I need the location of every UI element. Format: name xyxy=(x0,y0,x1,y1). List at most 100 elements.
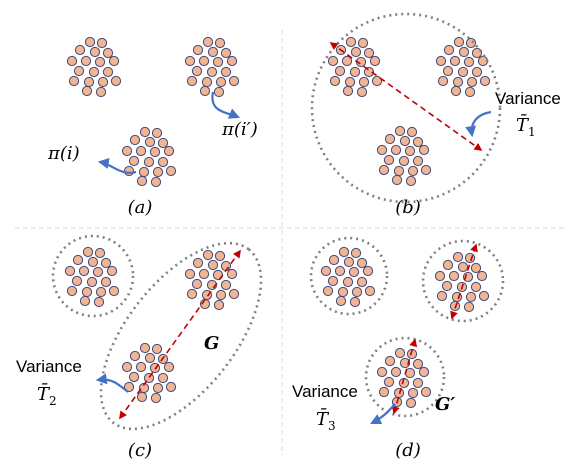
data-point xyxy=(364,285,376,297)
cluster-a3 xyxy=(121,126,177,188)
data-point xyxy=(441,280,453,292)
data-point xyxy=(405,175,417,187)
data-point xyxy=(418,144,430,156)
cluster-circle-d1 xyxy=(309,236,389,316)
data-point xyxy=(449,55,461,67)
data-point xyxy=(463,301,475,313)
data-point xyxy=(334,65,346,77)
data-point xyxy=(138,166,150,178)
data-point xyxy=(327,55,339,67)
data-point xyxy=(479,75,491,87)
data-point xyxy=(94,247,106,259)
variance-pointer-1 xyxy=(465,110,492,138)
data-point xyxy=(390,366,402,378)
data-point xyxy=(143,156,155,168)
data-point xyxy=(78,265,90,277)
data-point xyxy=(471,47,483,59)
data-point xyxy=(192,44,204,56)
data-point xyxy=(407,165,419,177)
data-point xyxy=(383,154,395,166)
data-point xyxy=(66,55,78,67)
data-point xyxy=(123,165,135,177)
data-point xyxy=(384,133,396,145)
data-point xyxy=(363,47,375,59)
data-point xyxy=(471,66,483,78)
data-point xyxy=(82,246,94,258)
data-point xyxy=(93,296,105,308)
data-point xyxy=(191,278,203,290)
cluster-c2 xyxy=(184,249,240,311)
data-point xyxy=(139,342,151,354)
data-point xyxy=(198,268,210,280)
data-point xyxy=(458,46,470,58)
data-point xyxy=(349,66,361,78)
data-point xyxy=(337,286,349,298)
data-point xyxy=(404,145,416,157)
data-point xyxy=(420,386,432,398)
data-point xyxy=(448,270,460,282)
cluster-d1 xyxy=(320,246,376,308)
data-point xyxy=(121,145,133,157)
panel-d: Variance T̄3 G′ (d) xyxy=(292,236,505,461)
clusters xyxy=(64,36,491,409)
data-point xyxy=(407,387,419,399)
data-point xyxy=(86,276,98,288)
variance-pointer-3 xyxy=(370,403,396,424)
data-point xyxy=(135,145,147,157)
data-point xyxy=(80,55,92,67)
data-point xyxy=(136,175,148,187)
data-point xyxy=(393,165,405,177)
data-point xyxy=(391,174,403,186)
variance-word-2: Variance xyxy=(16,357,82,376)
data-point xyxy=(228,75,240,87)
data-point xyxy=(151,127,163,139)
data-point xyxy=(406,126,418,138)
data-point xyxy=(79,295,91,307)
data-point xyxy=(199,85,211,97)
data-point xyxy=(322,285,334,297)
data-point xyxy=(72,254,84,266)
arrow-pi-i-prime xyxy=(211,91,241,119)
data-point xyxy=(356,276,368,288)
data-point xyxy=(443,44,455,56)
data-point xyxy=(384,355,396,367)
data-point xyxy=(136,391,148,403)
data-point xyxy=(165,381,177,393)
data-point xyxy=(212,56,224,68)
data-point xyxy=(215,289,227,301)
data-point xyxy=(96,37,108,49)
data-point xyxy=(477,55,489,67)
data-point xyxy=(351,286,363,298)
data-point xyxy=(376,144,388,156)
data-point xyxy=(135,361,147,373)
data-point xyxy=(369,55,381,67)
data-point xyxy=(334,265,346,277)
data-point xyxy=(202,36,214,48)
data-point xyxy=(220,47,232,59)
panel-b: Variance T̄1 (b) xyxy=(310,12,561,218)
group-circle-all xyxy=(310,12,502,204)
data-point xyxy=(470,281,482,293)
data-point xyxy=(150,176,162,188)
data-point xyxy=(108,285,120,297)
variance-arrow-1 xyxy=(329,42,483,151)
data-point xyxy=(88,66,100,78)
data-point xyxy=(207,259,219,271)
data-point xyxy=(100,257,112,269)
data-point xyxy=(464,252,476,264)
arrow-pi-i xyxy=(97,158,137,174)
data-point xyxy=(378,386,390,398)
data-point xyxy=(390,144,402,156)
data-point xyxy=(102,66,114,78)
data-point xyxy=(106,265,118,277)
variance-symbol-2: T̄2 xyxy=(37,382,57,408)
data-point xyxy=(192,257,204,269)
data-point xyxy=(64,265,76,277)
data-point xyxy=(343,256,355,268)
data-point xyxy=(449,300,461,312)
data-point xyxy=(215,76,227,88)
data-point xyxy=(68,75,80,87)
data-point xyxy=(465,37,477,49)
variance-symbol-3: T̄3 xyxy=(316,407,336,433)
